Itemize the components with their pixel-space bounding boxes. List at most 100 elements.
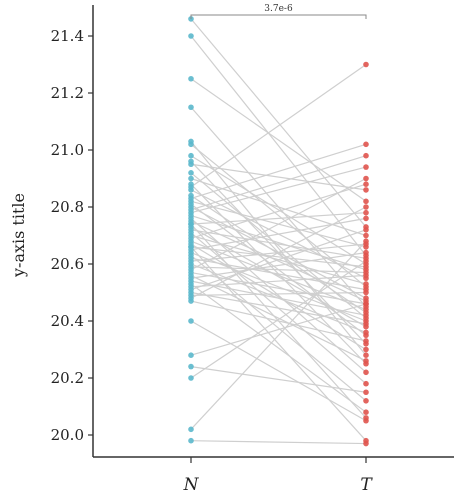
point-n [188,221,194,227]
point-t [363,338,369,344]
point-t [363,141,369,148]
significance-bracket: 3.7e-6 [190,4,367,19]
point-n [188,152,194,159]
point-t [363,409,369,416]
point-n [188,363,194,370]
y-tick-label: 20.2 [51,369,84,387]
point-n [188,175,194,182]
point-t [363,232,369,239]
point-t [363,152,369,159]
point-t [363,175,369,182]
point-t [363,264,369,270]
point-n [188,207,194,213]
point-t [363,306,369,313]
pair-line [190,266,367,274]
pair-line [190,143,367,200]
point-t [363,238,369,244]
x-tick-label-n: N [183,475,200,495]
point-n [188,141,194,148]
pair-line [190,291,367,296]
pair-line [190,78,367,202]
pair-line [190,64,367,188]
point-t [363,312,369,319]
pair-line [190,177,367,271]
point-t [363,389,369,396]
pair-line [190,166,367,214]
point-n [188,298,194,304]
point-t [363,321,369,327]
pair-line [190,172,367,319]
pair-line [190,291,367,325]
point-t [363,164,369,170]
pair-line [190,246,367,268]
pair-line [190,243,367,351]
y-tick-label: 21.0 [51,141,84,159]
point-n [188,318,194,324]
axes: 20.0 20.2 20.4 20.6 20.8 21.0 21.2 21.4 N T [51,5,454,495]
point-t [363,204,369,210]
point-n [188,33,194,39]
pair-line [190,155,367,265]
pair-line [190,274,367,288]
pair-line [190,223,367,419]
bracket-line [190,14,367,19]
pair-line [190,240,367,430]
y-tick-label: 20.6 [51,255,84,273]
pair-line [190,252,367,279]
point-n [188,352,194,359]
pair-line [190,260,367,379]
point-t [363,352,369,359]
point-t [363,187,369,193]
point-t [363,380,369,387]
point-n [188,104,194,111]
pair-lines [190,18,367,445]
y-axis-label: y-axis title [9,193,28,278]
point-t [363,415,369,421]
pair-line [190,280,367,316]
point-t [363,281,369,287]
pair-line [190,283,367,413]
point-t [363,358,369,364]
pair-line [190,320,367,422]
pair-line [190,229,367,259]
point-t [363,209,369,216]
point-t [363,198,369,205]
point-t [363,249,369,256]
point-t [363,398,369,404]
point-t [363,437,369,444]
pair-line [190,177,367,237]
pair-line [190,212,367,225]
point-t [363,215,369,222]
point-n [188,244,194,250]
pair-line [190,440,367,445]
pair-line [190,246,367,442]
y-tick-label: 21.2 [51,84,84,102]
pair-line [190,163,367,191]
point-n [188,161,194,168]
pair-line [190,257,367,291]
y-tick-label: 20.8 [51,198,84,216]
point-t [363,329,369,336]
pair-line [190,141,367,356]
points-n-group [188,16,194,444]
pair-line [190,271,367,305]
x-tick-label-t: T [360,475,373,495]
points-t-group [363,61,369,447]
pair-line [190,206,367,299]
pair-line [190,18,367,228]
pair-line [190,35,367,256]
point-t [363,289,369,296]
point-n [188,426,194,433]
y-tick-label: 20.4 [51,312,84,330]
point-t [363,227,369,233]
y-tick-label: 20.0 [51,426,84,444]
pair-line [190,303,367,356]
point-t [363,369,369,376]
point-t [363,346,369,353]
point-t [363,181,369,187]
point-t [363,61,369,68]
pair-line [190,366,367,393]
point-n [188,75,194,82]
point-t [363,301,369,307]
